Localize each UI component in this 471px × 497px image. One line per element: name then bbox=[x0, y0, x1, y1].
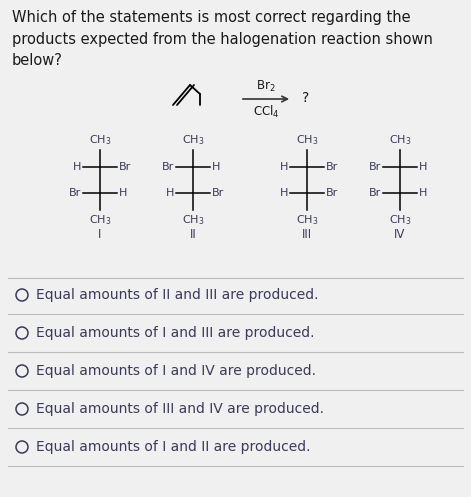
Text: CH$_3$: CH$_3$ bbox=[89, 133, 111, 147]
Text: H: H bbox=[419, 188, 427, 198]
Text: Br: Br bbox=[212, 188, 224, 198]
Text: Equal amounts of I and II are produced.: Equal amounts of I and II are produced. bbox=[36, 440, 310, 454]
Text: H: H bbox=[280, 162, 288, 172]
Text: CCl$_4$: CCl$_4$ bbox=[253, 104, 279, 120]
Text: ?: ? bbox=[302, 91, 309, 105]
Text: CH$_3$: CH$_3$ bbox=[296, 213, 318, 227]
Text: Br: Br bbox=[369, 162, 381, 172]
Text: H: H bbox=[119, 188, 127, 198]
Text: Br: Br bbox=[326, 162, 338, 172]
Text: Equal amounts of III and IV are produced.: Equal amounts of III and IV are produced… bbox=[36, 402, 324, 416]
Text: Br: Br bbox=[162, 162, 174, 172]
Text: I: I bbox=[98, 228, 102, 241]
Text: Br: Br bbox=[69, 188, 81, 198]
Text: Which of the statements is most correct regarding the
products expected from the: Which of the statements is most correct … bbox=[12, 10, 433, 68]
Text: Br$_2$: Br$_2$ bbox=[256, 79, 276, 94]
Text: H: H bbox=[166, 188, 174, 198]
Text: Equal amounts of I and IV are produced.: Equal amounts of I and IV are produced. bbox=[36, 364, 316, 378]
Text: CH$_3$: CH$_3$ bbox=[182, 133, 204, 147]
Text: IV: IV bbox=[394, 228, 406, 241]
Text: CH$_3$: CH$_3$ bbox=[89, 213, 111, 227]
Text: Br: Br bbox=[119, 162, 131, 172]
Text: H: H bbox=[280, 188, 288, 198]
Text: CH$_3$: CH$_3$ bbox=[389, 133, 411, 147]
Text: CH$_3$: CH$_3$ bbox=[182, 213, 204, 227]
Text: CH$_3$: CH$_3$ bbox=[389, 213, 411, 227]
Text: H: H bbox=[73, 162, 81, 172]
Text: Br: Br bbox=[369, 188, 381, 198]
Text: H: H bbox=[212, 162, 220, 172]
Text: III: III bbox=[302, 228, 312, 241]
Text: Equal amounts of I and III are produced.: Equal amounts of I and III are produced. bbox=[36, 326, 315, 340]
Text: Br: Br bbox=[326, 188, 338, 198]
Text: H: H bbox=[419, 162, 427, 172]
Text: Equal amounts of II and III are produced.: Equal amounts of II and III are produced… bbox=[36, 288, 318, 302]
Text: CH$_3$: CH$_3$ bbox=[296, 133, 318, 147]
Text: II: II bbox=[190, 228, 196, 241]
